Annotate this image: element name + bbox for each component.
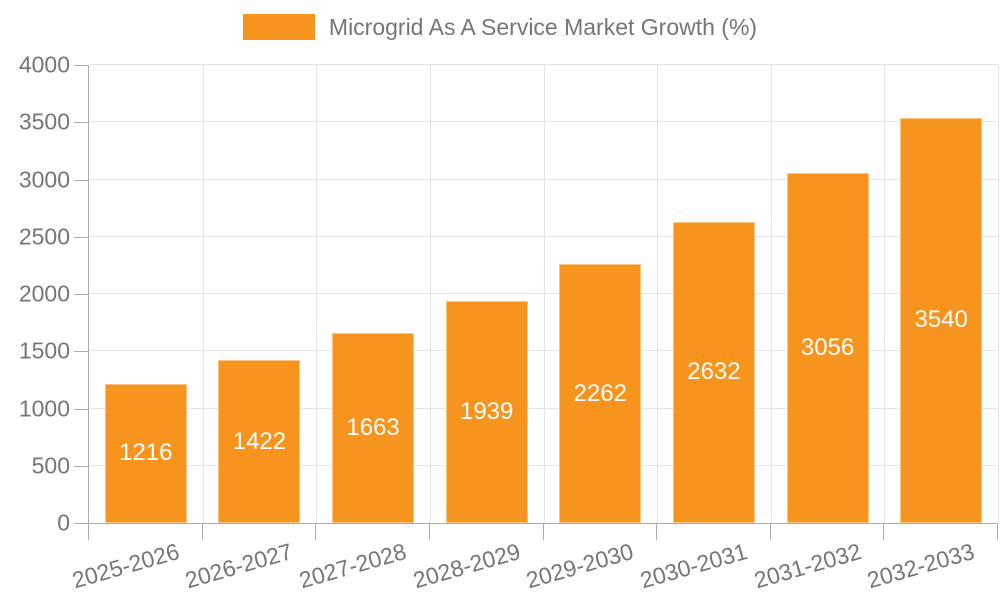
x-tick-label: 2032-2033 — [864, 538, 978, 594]
x-axis-tick — [315, 523, 317, 540]
plot-area: 1216 1422 1663 1939 2262 2632 3056 3540 — [88, 64, 999, 524]
x-axis-tick — [656, 523, 658, 540]
x-tick-label: 2031-2032 — [750, 538, 864, 594]
bar[interactable]: 2632 — [672, 221, 755, 523]
gridline-vertical — [202, 65, 204, 523]
y-axis-tick — [74, 408, 88, 410]
gridline-vertical — [429, 65, 431, 523]
bar[interactable]: 3540 — [900, 117, 983, 523]
y-axis-tick — [74, 523, 88, 524]
y-axis-tick — [74, 465, 88, 467]
x-tick-label: 2028-2029 — [409, 538, 523, 594]
bar[interactable]: 1663 — [332, 332, 415, 523]
bar-value-label: 3056 — [800, 334, 855, 362]
y-tick-label: 500 — [31, 452, 70, 479]
y-tick-label: 0 — [57, 509, 70, 536]
gridline-vertical — [884, 65, 886, 523]
x-tick-label: 2027-2028 — [296, 538, 410, 594]
y-axis-tick — [74, 122, 88, 124]
x-tick-label: 2029-2030 — [523, 538, 637, 594]
x-axis-tick — [542, 523, 544, 540]
bar-value-label: 1216 — [119, 439, 173, 467]
bar[interactable]: 3056 — [786, 173, 869, 523]
bar[interactable]: 1422 — [218, 360, 301, 523]
bar-value-label: 2262 — [573, 379, 627, 407]
legend-swatch — [242, 14, 315, 40]
x-axis-tick — [997, 523, 998, 540]
gridline-vertical — [998, 65, 999, 523]
x-axis-tick — [769, 523, 771, 540]
gridline-vertical — [657, 65, 659, 523]
x-axis-tick — [88, 523, 89, 540]
bar[interactable]: 1939 — [445, 301, 528, 523]
x-tick-label: 2030-2031 — [637, 538, 751, 594]
bar[interactable]: 2262 — [559, 264, 642, 523]
y-axis-tick — [74, 294, 88, 295]
legend-label: Microgrid As A Service Market Growth (%) — [328, 14, 758, 40]
y-tick-label: 3500 — [18, 108, 70, 135]
gridline-vertical — [770, 65, 772, 523]
y-tick-label: 2000 — [18, 280, 70, 307]
y-tick-label: 4000 — [18, 51, 70, 78]
x-axis-tick — [428, 523, 430, 540]
y-axis-tick — [74, 179, 88, 181]
bar[interactable]: 1216 — [104, 383, 187, 523]
gridline-vertical — [543, 65, 545, 523]
bar-value-label: 2632 — [687, 358, 741, 386]
bar-value-label: 1663 — [346, 413, 400, 441]
bar-value-label: 3540 — [914, 306, 968, 334]
gridline-vertical — [316, 65, 318, 523]
chart-legend[interactable]: Microgrid As A Service Market Growth (%) — [0, 14, 1000, 40]
x-axis-tick — [883, 523, 885, 540]
x-axis-tick — [201, 523, 203, 540]
y-axis-tick — [74, 65, 88, 66]
y-tick-label: 1000 — [18, 395, 70, 421]
y-axis-tick — [74, 351, 88, 353]
y-tick-label: 2500 — [18, 223, 70, 250]
x-tick-label: 2026-2027 — [182, 538, 296, 594]
y-tick-label: 1500 — [18, 337, 70, 364]
bar-value-label: 1939 — [459, 398, 514, 425]
y-tick-label: 3000 — [18, 166, 70, 192]
gridline-horizontal — [89, 64, 998, 65]
bar-value-label: 1422 — [232, 427, 287, 455]
y-axis-tick — [74, 236, 88, 238]
x-tick-label: 2025-2026 — [69, 538, 182, 594]
